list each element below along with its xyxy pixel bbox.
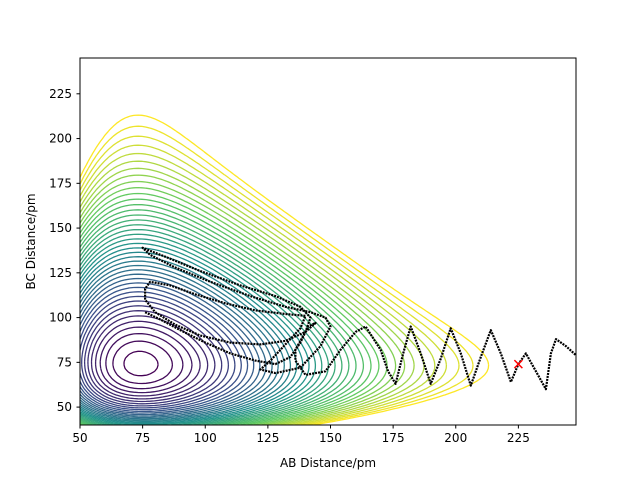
- plot-frame: [79, 57, 577, 426]
- contour-level: [80, 247, 304, 425]
- x-axis-ticks: 50 75 100 125 150 175 200 225: [72, 425, 530, 445]
- x-tick-label: 125: [256, 431, 279, 445]
- y-tick-label: 75: [57, 355, 72, 369]
- contour-level: [80, 264, 279, 420]
- contour-lines: [80, 114, 490, 425]
- contour-level: [80, 224, 336, 425]
- y-axis-label: BC Distance/pm: [24, 193, 38, 289]
- contour-level: [83, 305, 223, 405]
- x-tick-label: 75: [135, 431, 150, 445]
- x-tick-label: 225: [507, 431, 530, 445]
- contour-level: [80, 214, 350, 425]
- x-tick-label: 200: [444, 431, 467, 445]
- contour-level: [105, 332, 184, 390]
- x-axis-label: AB Distance/pm: [280, 456, 376, 470]
- contour-level: [80, 203, 365, 425]
- contour-level: [112, 340, 174, 385]
- y-tick-label: 200: [49, 132, 72, 146]
- y-tick-label: 225: [49, 87, 72, 101]
- x-tick-label: 175: [382, 431, 405, 445]
- contour-level: [94, 320, 201, 397]
- y-tick-label: 150: [49, 221, 72, 235]
- contour-level: [80, 198, 372, 425]
- contour-level: [80, 238, 317, 425]
- contour-level: [80, 282, 255, 414]
- contour-level: [87, 310, 216, 403]
- contour-level: [80, 291, 242, 411]
- marker-stroke: [513, 359, 523, 369]
- contour-level: [80, 228, 330, 425]
- contour-level: [80, 209, 357, 425]
- y-tick-label: 50: [57, 400, 72, 414]
- y-tick-label: 125: [49, 266, 72, 280]
- x-tick-label: 100: [194, 431, 217, 445]
- trajectory-path: [141, 246, 576, 391]
- contour-level: [123, 350, 159, 377]
- trajectory: [141, 246, 576, 391]
- end-marker: [513, 359, 523, 369]
- contour-level: [99, 326, 193, 394]
- x-tick-label: 150: [319, 431, 342, 445]
- x-tick-label: 50: [72, 431, 87, 445]
- contour-level: [80, 286, 249, 413]
- y-tick-label: 175: [49, 176, 72, 190]
- y-tick-label: 100: [49, 311, 72, 325]
- y-axis-ticks: 50 75 100 125 150 175 200 225: [49, 87, 80, 414]
- contour-level: [81, 300, 230, 407]
